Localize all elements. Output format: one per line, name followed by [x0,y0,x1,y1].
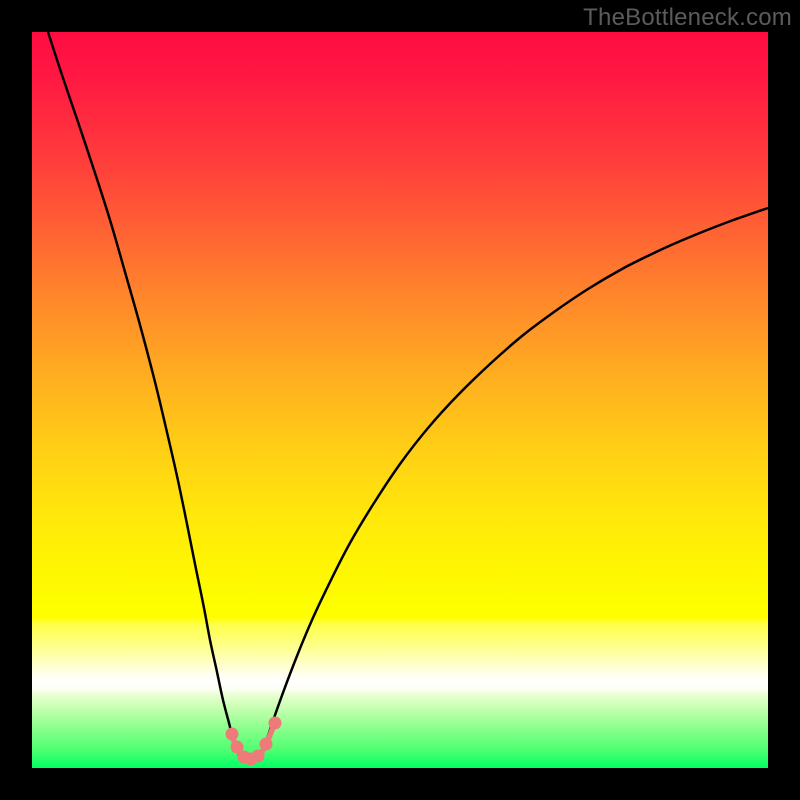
marker-point [260,738,273,751]
marker-point [269,717,282,730]
marker-point [252,750,265,763]
watermark-text: TheBottleneck.com [583,4,792,32]
chart-container: { "watermark": "TheBottleneck.com", "cha… [0,0,800,800]
plot-background [32,32,768,768]
marker-point [226,728,239,741]
bottleneck-chart [0,0,800,800]
